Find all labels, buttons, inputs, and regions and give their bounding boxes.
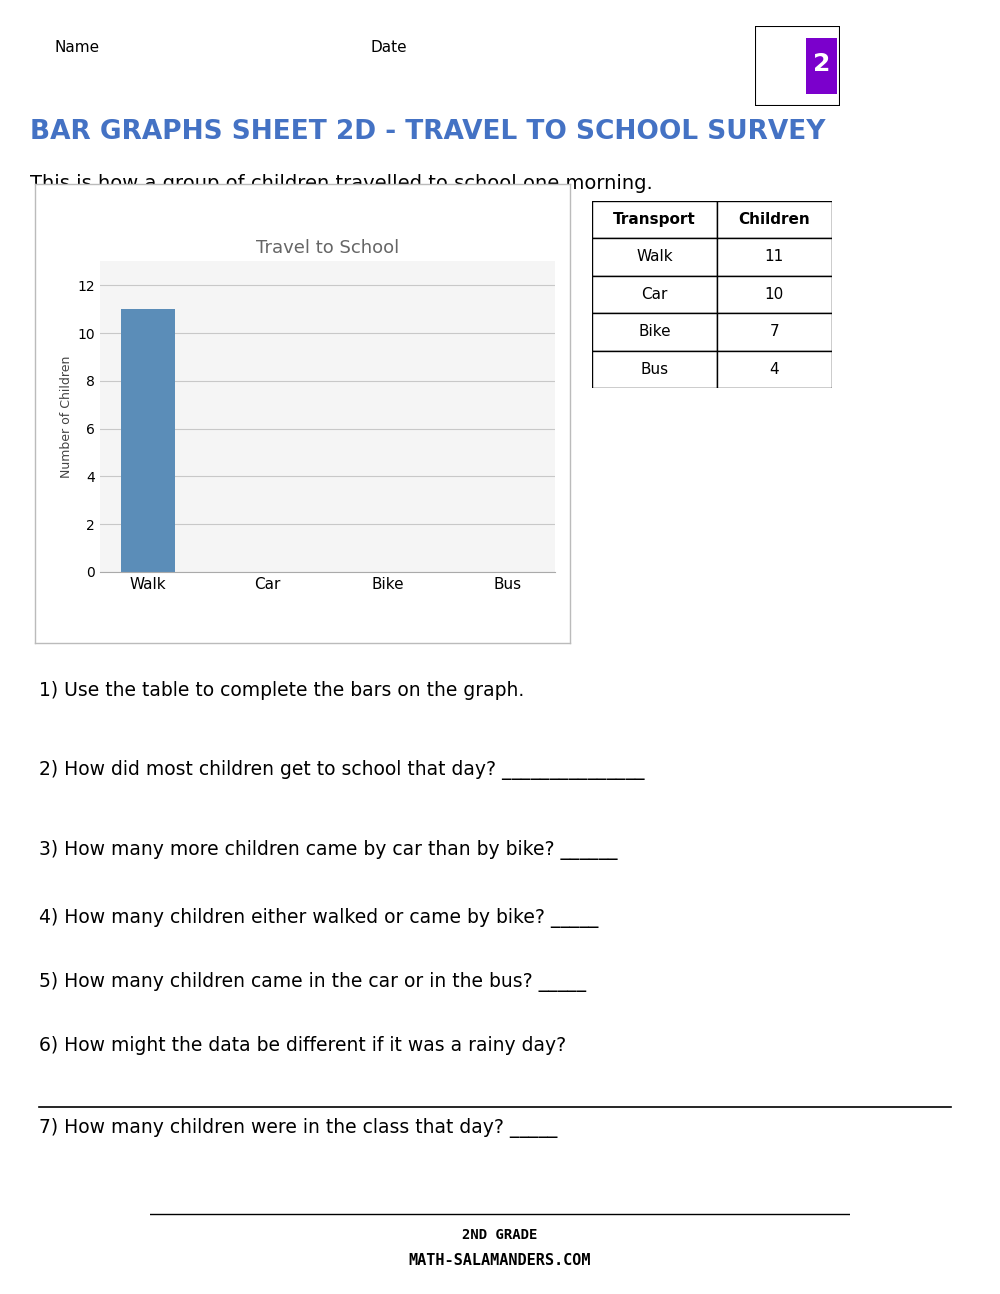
Text: Bike: Bike — [638, 325, 671, 339]
Text: 3) How many more children came by car than by bike? ______: 3) How many more children came by car th… — [39, 840, 618, 859]
Text: This is how a group of children travelled to school one morning.: This is how a group of children travelle… — [30, 173, 653, 193]
Text: 10: 10 — [765, 287, 784, 302]
FancyBboxPatch shape — [717, 201, 832, 238]
Text: 7) How many children were in the class that day? _____: 7) How many children were in the class t… — [39, 1118, 558, 1137]
Text: Car: Car — [641, 287, 668, 302]
FancyBboxPatch shape — [717, 276, 832, 313]
Text: 2ND GRADE: 2ND GRADE — [462, 1228, 538, 1242]
Text: MATH-SALAMANDERS.COM: MATH-SALAMANDERS.COM — [409, 1253, 591, 1268]
Y-axis label: Number of Children: Number of Children — [60, 356, 73, 477]
Text: BAR GRAPHS SHEET 2D - TRAVEL TO SCHOOL SURVEY: BAR GRAPHS SHEET 2D - TRAVEL TO SCHOOL S… — [30, 119, 826, 145]
Text: 6) How might the data be different if it was a rainy day?: 6) How might the data be different if it… — [39, 1035, 567, 1055]
FancyBboxPatch shape — [592, 313, 717, 351]
Text: Bus: Bus — [640, 362, 668, 377]
FancyBboxPatch shape — [755, 26, 840, 106]
FancyBboxPatch shape — [592, 201, 717, 238]
Text: 11: 11 — [765, 250, 784, 264]
FancyBboxPatch shape — [592, 351, 717, 388]
FancyBboxPatch shape — [717, 238, 832, 276]
Text: Date: Date — [370, 40, 407, 56]
Bar — [121, 309, 175, 572]
FancyBboxPatch shape — [717, 351, 832, 388]
Title: Travel to School: Travel to School — [256, 239, 399, 258]
FancyBboxPatch shape — [592, 276, 717, 313]
Text: Walk: Walk — [636, 250, 673, 264]
Text: 2) How did most children get to school that day? _______________: 2) How did most children get to school t… — [39, 760, 645, 780]
Text: 7: 7 — [770, 325, 779, 339]
Text: 4) How many children either walked or came by bike? _____: 4) How many children either walked or ca… — [39, 908, 599, 929]
Text: 1) Use the table to complete the bars on the graph.: 1) Use the table to complete the bars on… — [39, 681, 525, 700]
Text: Transport: Transport — [613, 212, 696, 226]
Text: Name: Name — [55, 40, 100, 56]
Text: 5) How many children came in the car or in the bus? _____: 5) How many children came in the car or … — [39, 972, 587, 992]
FancyBboxPatch shape — [592, 238, 717, 276]
Text: Children: Children — [739, 212, 810, 226]
FancyBboxPatch shape — [717, 313, 832, 351]
Text: 2: 2 — [813, 52, 830, 76]
FancyBboxPatch shape — [806, 38, 837, 94]
Text: 4: 4 — [770, 362, 779, 377]
